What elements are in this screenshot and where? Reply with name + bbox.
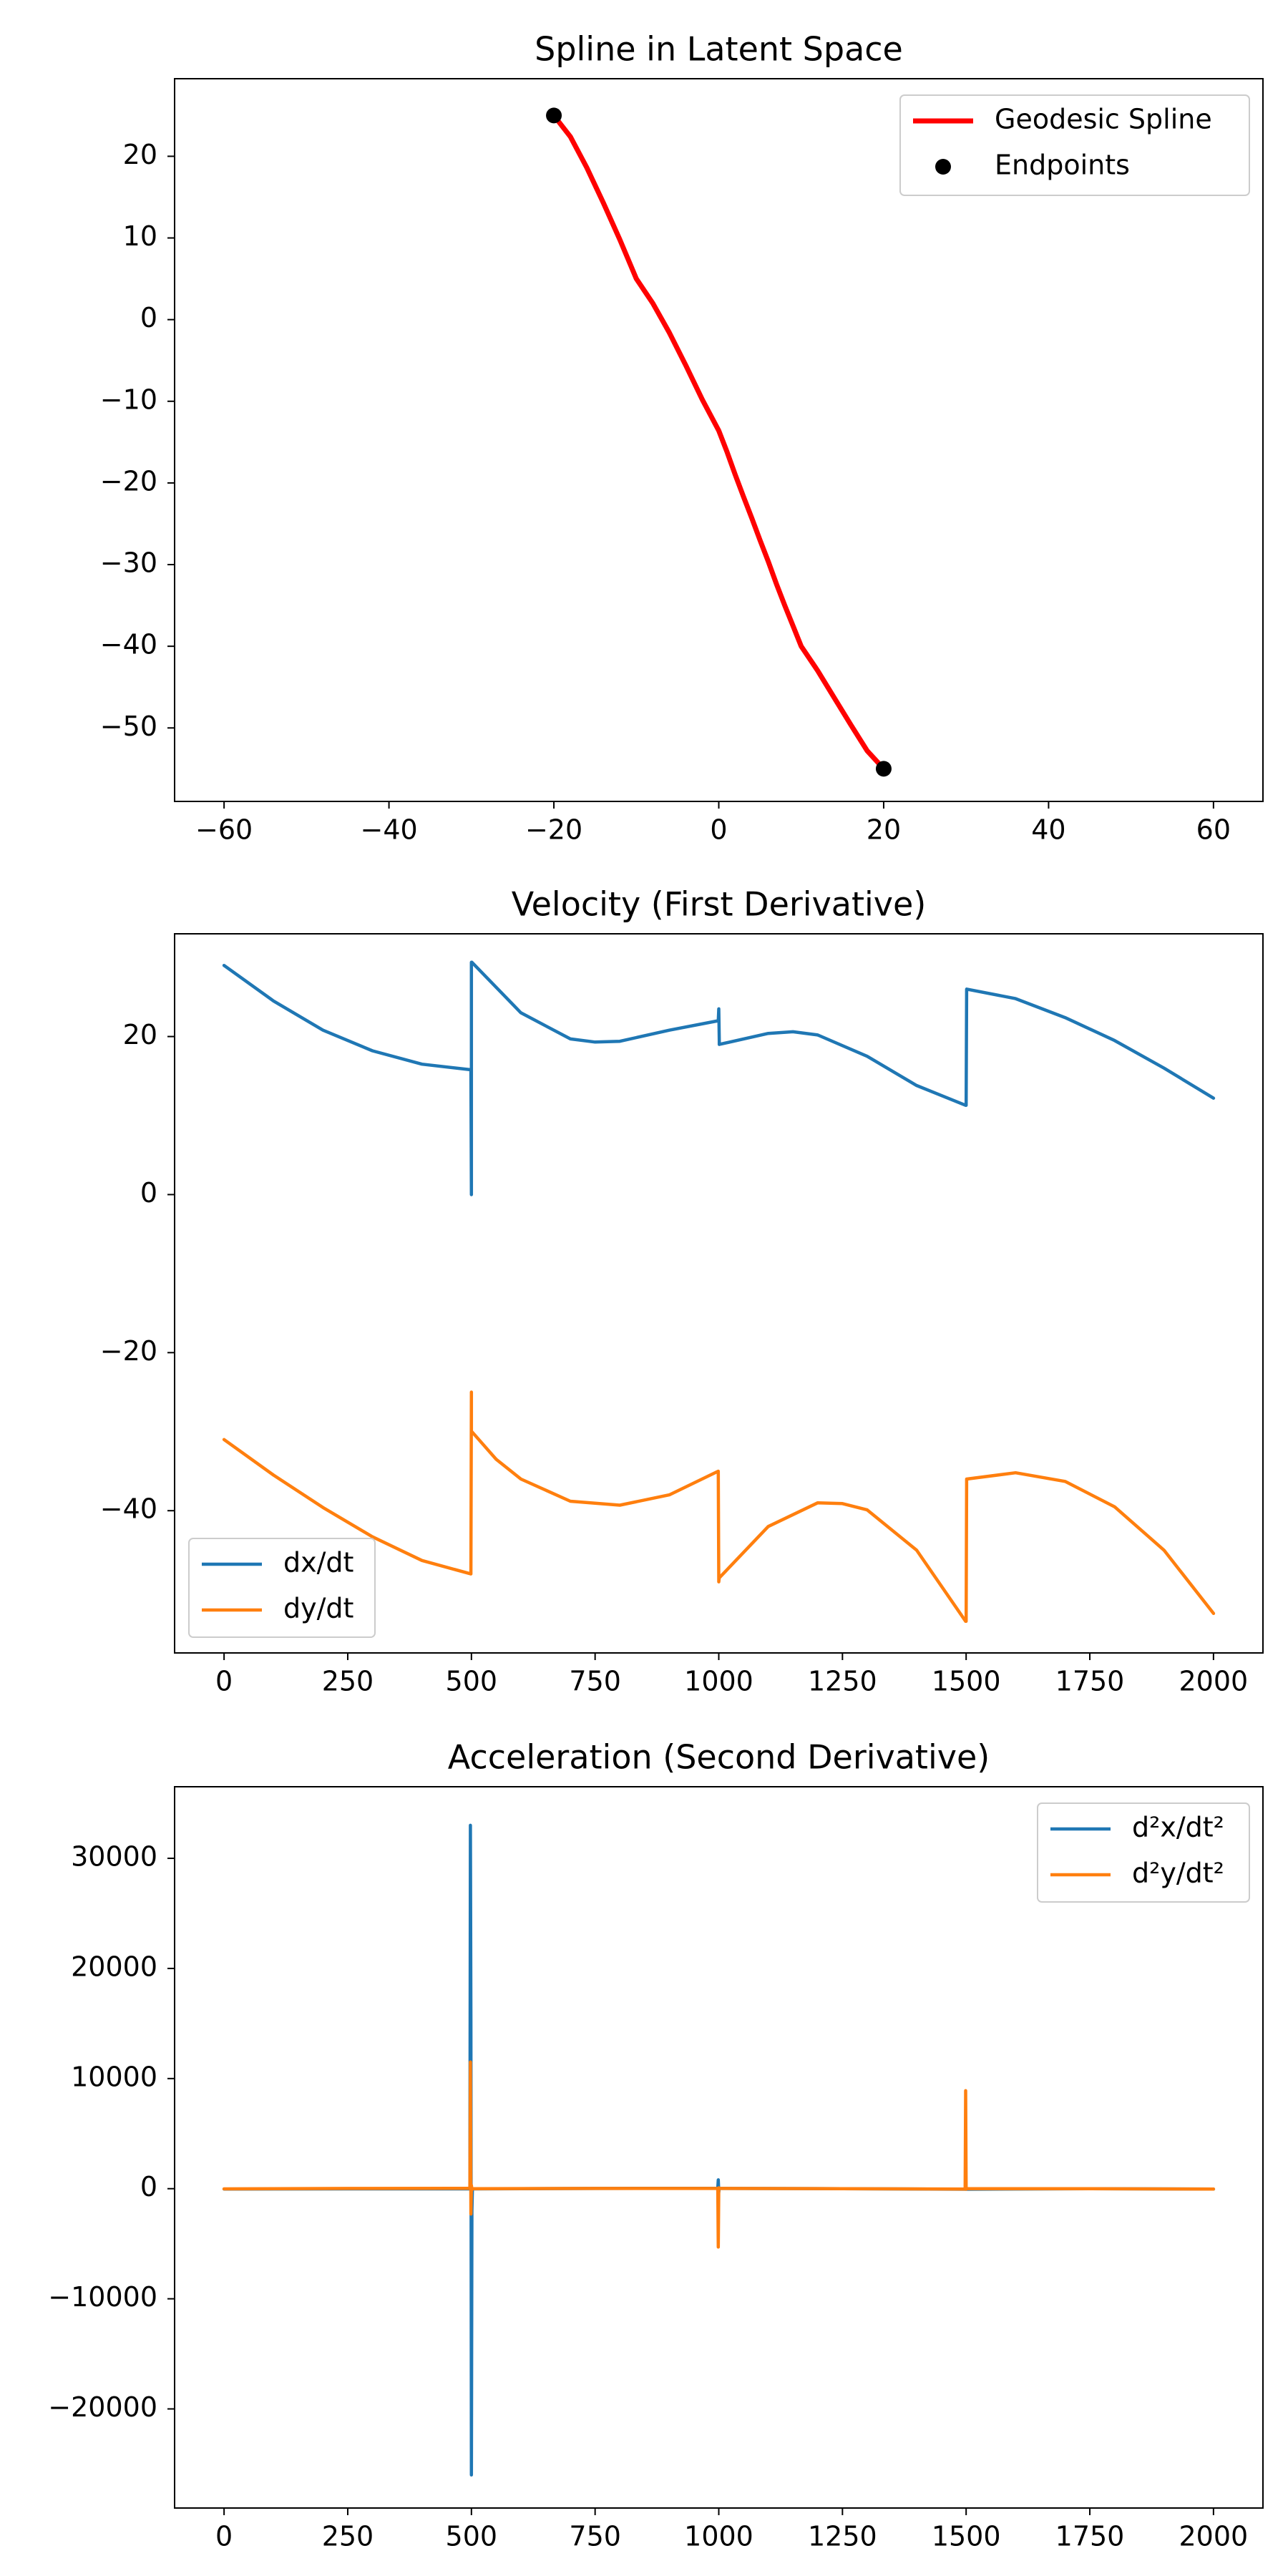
legend-label: d²x/dt² <box>1132 1812 1224 1843</box>
x-tick-label: −20 <box>525 814 582 846</box>
x-tick-label: 0 <box>215 1666 233 1697</box>
y-tick-label: −20 <box>100 465 157 497</box>
x-tick-label: 500 <box>446 1666 498 1697</box>
legend: dx/dt dy/dt <box>188 1538 376 1638</box>
x-tick-label: 2000 <box>1179 2521 1249 2552</box>
y-tick-label: −40 <box>100 629 157 660</box>
y-tick-label: 20 <box>123 139 157 170</box>
x-tick-label: 1250 <box>808 1666 877 1697</box>
y-tick-label: −40 <box>100 1493 157 1525</box>
y-tick-label: −50 <box>100 711 157 742</box>
chart-title: Acceleration (Second Derivative) <box>448 1738 990 1777</box>
y-tick-label: −10000 <box>48 2281 157 2313</box>
x-tick-label: 1000 <box>684 1666 753 1697</box>
x-tick-label: 0 <box>215 2521 233 2552</box>
x-tick-label: 1500 <box>932 1666 1001 1697</box>
x-tick-label: 0 <box>710 814 727 846</box>
x-tick-label: 1750 <box>1055 2521 1125 2552</box>
legend-label: Endpoints <box>995 150 1130 181</box>
x-tick-label: 2000 <box>1179 1666 1249 1697</box>
x-tick-label: 250 <box>322 2521 374 2552</box>
legend-marker <box>935 159 951 175</box>
x-tick-label: 750 <box>569 2521 621 2552</box>
x-tick-label: 20 <box>867 814 901 846</box>
y-tick-label: 10 <box>123 220 157 252</box>
x-tick-label: 500 <box>446 2521 498 2552</box>
series-line-1 <box>222 1823 1216 2477</box>
x-tick-label: 1250 <box>808 2521 877 2552</box>
chart-title: Spline in Latent Space <box>535 30 903 69</box>
plot-area <box>222 1823 1216 2477</box>
y-tick-label: 10000 <box>71 2061 157 2092</box>
y-tick-label: −10 <box>100 384 157 415</box>
y-tick-label: −30 <box>100 547 157 579</box>
series-line-1 <box>222 960 1216 1196</box>
chart-1: Spline in Latent Space −60 −40 −20 0 20 40 60 20… <box>100 30 1264 846</box>
y-tick-label: 20 <box>123 1019 157 1050</box>
y-tick-label: 30000 <box>71 1841 157 1873</box>
legend: d²x/dt² d²y/dt² <box>1037 1802 1250 1903</box>
plot-area <box>222 960 1216 1624</box>
endpoint-marker <box>875 761 892 777</box>
plot-area <box>546 107 892 777</box>
legend-box <box>899 94 1250 196</box>
series-line-2 <box>222 1390 1216 1624</box>
series-line-2 <box>222 2060 1216 2249</box>
legend-label: dy/dt <box>283 1593 353 1624</box>
chart-title: Velocity (First Derivative) <box>512 885 927 924</box>
legend: Geodesic Spline Endpoints <box>899 94 1250 196</box>
chart-2: Velocity (First Derivative) 0 250 500 750 100… <box>100 885 1264 1697</box>
y-tick-label: 0 <box>140 1177 157 1209</box>
chart-3: Acceleration (Second Derivative) 0 250 500 7… <box>48 1738 1264 2552</box>
y-tick-label: 20000 <box>71 1951 157 1982</box>
x-tick-label: −40 <box>360 814 417 846</box>
x-tick-label: 1750 <box>1055 1666 1125 1697</box>
endpoint-marker <box>546 107 562 124</box>
x-tick-label: −60 <box>195 814 253 846</box>
y-tick-label: −20 <box>100 1335 157 1367</box>
x-tick-label: 40 <box>1031 814 1065 846</box>
legend-label: d²y/dt² <box>1132 1858 1224 1889</box>
x-tick-label: 1500 <box>932 2521 1001 2552</box>
x-tick-label: 1000 <box>684 2521 753 2552</box>
x-tick-label: 750 <box>569 1666 621 1697</box>
y-tick-label: 0 <box>140 302 157 333</box>
series-line-1 <box>551 112 887 771</box>
x-tick-label: 60 <box>1196 814 1231 846</box>
legend-label: dx/dt <box>283 1547 353 1579</box>
x-tick-label: 250 <box>322 1666 374 1697</box>
y-tick-label: 0 <box>140 2171 157 2202</box>
legend-label: Geodesic Spline <box>995 104 1212 135</box>
y-tick-label: −20000 <box>48 2391 157 2423</box>
